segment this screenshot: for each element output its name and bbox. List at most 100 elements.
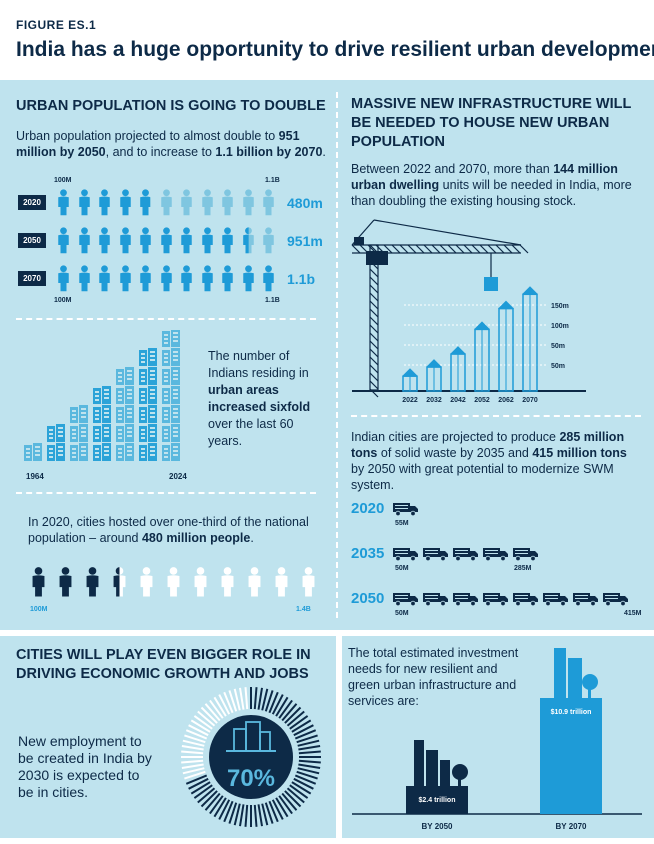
person-icon	[118, 227, 133, 259]
building-icon	[93, 405, 111, 423]
building-icon	[162, 330, 180, 347]
invest-label: $2.4 trillion	[419, 797, 456, 804]
year-label: 2042	[450, 397, 466, 404]
building-icon	[139, 405, 157, 423]
invest-text: The total estimated investment needs for…	[348, 646, 519, 708]
waste-label-start: 55M	[395, 520, 409, 527]
infra-heading: MASSIVE NEW INFRASTRUCTURE WILL BE NEEDE…	[351, 96, 632, 150]
third-text: In 2020, cities hosted over one-third of…	[28, 514, 328, 546]
header: FIGURE ES.1 India has a huge opportunity…	[0, 0, 654, 80]
person-icon	[159, 189, 174, 221]
person-icon	[165, 564, 182, 605]
person-icon	[300, 564, 317, 605]
year-tag: 2020	[18, 195, 46, 210]
third-text-post: .	[250, 531, 254, 545]
building-icon	[162, 348, 180, 366]
population-intro-bold-2: 1.1 billion by 2070	[215, 145, 323, 159]
truck-icon	[453, 547, 479, 566]
waste-text-pre: Indian cities are projected to produce	[351, 430, 560, 444]
building-icon	[139, 424, 157, 442]
person-icon	[138, 564, 155, 605]
person-icon	[118, 189, 133, 221]
person-icon	[138, 265, 153, 297]
building-icon	[162, 386, 180, 404]
year-label: 2052	[474, 397, 490, 404]
building-icon	[47, 443, 65, 461]
building-icon	[116, 424, 134, 442]
building-icon	[162, 367, 180, 385]
building-icon	[93, 424, 111, 442]
invest-label: $10.9 trillion	[551, 709, 592, 716]
year-label: 2070	[522, 397, 538, 404]
person-icon	[261, 189, 276, 221]
divider-vertical	[336, 92, 338, 618]
building-icon	[162, 443, 180, 461]
building-icon	[139, 348, 157, 366]
truck-icon	[453, 592, 479, 611]
person-icon	[273, 564, 290, 605]
pop-scale-max-bottom: 1.1B	[265, 297, 280, 304]
housing-bar	[498, 300, 514, 392]
housing-bar	[402, 368, 418, 392]
truck-icon	[543, 592, 569, 611]
building-icon	[139, 367, 157, 385]
person-icon	[118, 265, 133, 297]
population-intro-text-3: .	[322, 145, 326, 159]
year-label: 2022	[402, 397, 418, 404]
population-value: 951m	[287, 233, 323, 249]
pop-scale-min-top: 100M	[54, 177, 72, 184]
jobs-ring-chart: 70%	[181, 687, 321, 827]
person-icon	[30, 564, 47, 605]
truck-icon	[423, 547, 449, 566]
truck-icon	[513, 547, 539, 566]
person-icon	[241, 189, 256, 221]
person-icon	[241, 265, 256, 297]
urban-growth-buildings-chart	[24, 330, 180, 461]
top-panel	[0, 80, 654, 630]
person-icon	[159, 227, 174, 259]
person-icon	[261, 227, 276, 259]
person-icon	[57, 564, 74, 605]
building-icon	[47, 424, 65, 442]
truck-icon	[573, 592, 599, 611]
waste-label-end: 285M	[514, 565, 532, 572]
third-scale-max: 1.4B	[296, 606, 311, 613]
truck-icon	[513, 592, 539, 611]
person-icon	[261, 265, 276, 297]
building-icon	[93, 386, 111, 404]
person-icon	[97, 265, 112, 297]
building-icon	[93, 443, 111, 461]
waste-label-end: 415M	[624, 610, 642, 617]
person-icon	[220, 265, 235, 297]
housing-bar	[426, 359, 442, 392]
waste-label-start: 50M	[395, 610, 409, 617]
waste-year: 2020	[351, 500, 385, 517]
building-icon	[162, 424, 180, 442]
tick-label: 50m	[551, 363, 565, 370]
building-icon	[116, 405, 134, 423]
tick-label: 50m	[551, 343, 565, 350]
population-heading: URBAN POPULATION IS GOING TO DOUBLE	[16, 98, 326, 114]
person-icon	[192, 564, 209, 605]
person-icon	[179, 227, 194, 259]
truck-icon	[483, 592, 509, 611]
building-icon	[139, 443, 157, 461]
population-intro-bold-1: 951 million by 2050	[16, 129, 300, 159]
housing-bar	[474, 321, 490, 392]
divider-2	[16, 492, 316, 494]
truck-icon	[393, 547, 419, 566]
person-icon	[241, 227, 256, 259]
waste-label-start: 50M	[395, 565, 409, 572]
infra-text: Between 2022 and 2070, more than 144 mil…	[351, 161, 643, 209]
sixfold-text-pre: The number of Indians residing in	[208, 349, 309, 380]
person-icon	[220, 227, 235, 259]
housing-bar	[450, 346, 466, 392]
invest-label: BY 2070	[556, 822, 588, 831]
infra-text-bold: 144 million urban dwelling	[351, 162, 618, 192]
truck-icon	[483, 547, 509, 566]
building-icon	[139, 386, 157, 404]
person-icon	[200, 265, 215, 297]
population-intro-text: Urban population projected to almost dou…	[16, 129, 279, 143]
jobs-text: New employment to be created in India by…	[18, 733, 152, 800]
